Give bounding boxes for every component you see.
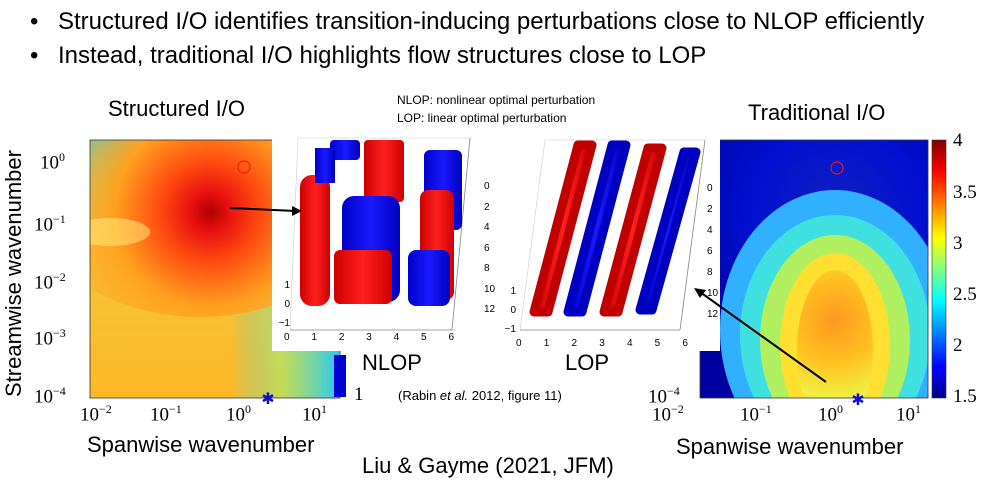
- citation-prefix: (Rabin: [398, 388, 440, 403]
- nlop-label: NLOP: [362, 350, 422, 375]
- right-xlabel: Spanwise wavenumber: [676, 434, 904, 459]
- bullet-1: • Structured I/O identifies transition-in…: [30, 8, 925, 35]
- lop-y-tick: 12: [707, 309, 719, 320]
- left-colorbar-fragment: [334, 355, 346, 397]
- lop-z-tick: −1: [504, 324, 516, 335]
- nlop-y-tick: 6: [484, 242, 490, 254]
- right-x-tick-3: 101: [896, 402, 921, 426]
- colorbar-tick-2: 2: [953, 335, 963, 356]
- lop-y-tick: 8: [707, 267, 713, 278]
- colorbar-tick-4: 4: [953, 130, 963, 151]
- arrow-to-lop: [699, 291, 827, 383]
- lop-z-tick: 0: [510, 305, 516, 316]
- nlop-y-tick: 10: [484, 283, 496, 295]
- nlop-x-ticks: 0 1 2 3 4 5 6: [284, 332, 454, 343]
- lop-x-tick: 1: [543, 338, 550, 349]
- nlop-y-tick: 4: [484, 222, 490, 233]
- left-y-tick-4: 10−4: [34, 384, 66, 408]
- nlop-x-tick: 3: [366, 332, 372, 343]
- lop-y-tick: 2: [707, 204, 713, 215]
- legend-nlop: NLOP: nonlinear optimal perturbation: [397, 93, 596, 107]
- left-y-tick-1: 10−1: [34, 212, 66, 236]
- nlop-inset: [272, 126, 471, 351]
- left-marker-circle: [237, 160, 251, 174]
- nlop-x-tick: 0: [284, 332, 290, 343]
- nlop-y-tick: 8: [484, 263, 490, 274]
- citation: (Rabin et al. 2012, figure 11): [398, 388, 562, 403]
- lop-y-tick: 0: [707, 183, 713, 194]
- nlop-x-tick: 4: [393, 332, 400, 343]
- left-colorbar-tick: 1: [354, 384, 364, 405]
- citation-suffix: 2012, figure 11): [468, 388, 562, 403]
- bullet-2-text: Instead, traditional I/O highlights flow…: [58, 42, 707, 69]
- nlop-y-tick: 2: [484, 201, 490, 213]
- right-x-tick-2: 100: [818, 402, 843, 426]
- lop-z-ticks: 1 0 −1: [504, 282, 516, 339]
- lop-x-tick: 3: [599, 338, 605, 349]
- lop-x-tick: 2: [571, 338, 578, 349]
- bullet-2: • Instead, traditional I/O highlights flo…: [30, 42, 707, 69]
- lop-label: LOP: [565, 350, 610, 375]
- legend-lop: LOP: linear optimal perturbation: [397, 111, 567, 125]
- right-x-tick-0: 10−2: [652, 402, 684, 426]
- nlop-z-ticks: 1 0 −1: [278, 276, 290, 333]
- colorbar-tick-3.5: 3.5: [953, 182, 977, 203]
- colorbar: [931, 139, 947, 399]
- nlop-z-tick: 0: [284, 299, 290, 310]
- left-y-tick-0: 100: [40, 150, 65, 174]
- right-heatmap: [700, 140, 928, 398]
- nlop-x-tick: 6: [448, 332, 454, 343]
- left-x-tick-1: 10−1: [150, 402, 182, 426]
- nlop-z-tick: −1: [278, 318, 290, 329]
- lop-x-tick: 6: [682, 338, 688, 349]
- right-panel-title: Traditional I/O: [748, 100, 886, 125]
- right-marker-circle: [830, 161, 844, 175]
- lop-x-ticks: 0 1 2 3 4 5 6: [516, 338, 688, 349]
- colorbar-tick-1.5: 1.5: [953, 386, 977, 407]
- citation-italic: et al.: [439, 388, 469, 403]
- left-x-tick-0: 10−2: [80, 402, 112, 426]
- lop-y-tick: 4: [707, 225, 713, 236]
- nlop-y-tick: 0: [484, 181, 490, 192]
- footer-citation: Liu & Gayme (2021, JFM): [362, 453, 614, 478]
- nlop-x-tick: 1: [311, 332, 317, 343]
- lop-y-tick: 6: [707, 246, 713, 257]
- lop-x-tick: 5: [654, 338, 661, 349]
- right-x-tick-1: 10−1: [740, 402, 772, 426]
- colorbar-tick-3: 3: [953, 233, 963, 254]
- left-panel-title: Structured I/O: [108, 96, 245, 121]
- left-x-tick-3: 101: [302, 402, 327, 426]
- left-marker-star: ✱: [261, 389, 274, 408]
- nlop-x-tick: 5: [421, 332, 427, 343]
- left-ylabel: Streamwise wavenumber: [1, 150, 26, 397]
- lop-y-tick: 10: [707, 288, 719, 299]
- left-xlabel: Spanwise wavenumber: [87, 432, 315, 457]
- nlop-y-ticks: 0 2 4 6 8 10 12: [484, 177, 495, 321]
- nlop-x-tick: 2: [338, 332, 345, 343]
- right-y-tick-0: 10−4: [648, 384, 680, 408]
- right-marker-star: ✱: [851, 390, 864, 409]
- left-y-tick-3: 10−3: [34, 326, 66, 350]
- left-x-tick-2: 100: [226, 402, 251, 426]
- left-y-tick-2: 10−2: [34, 270, 66, 294]
- arrow-to-nlop: [229, 207, 297, 212]
- nlop-y-tick: 12: [484, 304, 496, 315]
- lop-y-ticks: 0 2 4 6 8 10 12: [707, 178, 718, 325]
- lop-z-tick: 1: [510, 286, 516, 297]
- lop-x-tick: 0: [516, 338, 522, 349]
- bullet-1-text: Structured I/O identifies transition-ind…: [58, 8, 925, 35]
- lop-inset: [490, 126, 720, 351]
- nlop-z-tick: 1: [284, 280, 290, 291]
- lop-x-tick: 4: [626, 338, 633, 349]
- colorbar-tick-2.5: 2.5: [953, 284, 977, 305]
